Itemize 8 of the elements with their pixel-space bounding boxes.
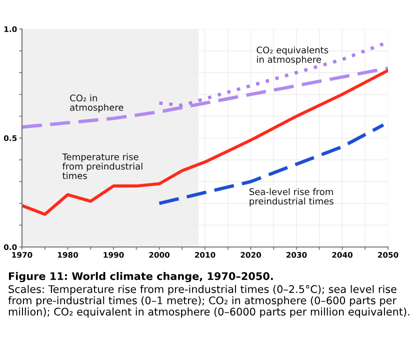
series-label: Temperature rise from preindustrial times [62, 153, 142, 180]
series-label: CO₂ equivalents in atmosphere [256, 46, 328, 65]
text: Figure 11: World climate change, 1970–2050. [8, 272, 273, 282]
line-series [22, 68, 388, 216]
line-series [158, 123, 386, 206]
series-label: CO₂ in atmosphere [70, 94, 124, 113]
text: Scales: Temperature rise from pre-industrial times (0–2.5°C); sea level rise from pre-industrial times (0–1 metre); CO₂ in atmosphere (0–600 parts per million); CO₂ equivalent in atmosphere (0–6000 parts per million equivalent). [8, 285, 410, 318]
series-label: Sea-level rise from preindustrial times [250, 188, 334, 206]
